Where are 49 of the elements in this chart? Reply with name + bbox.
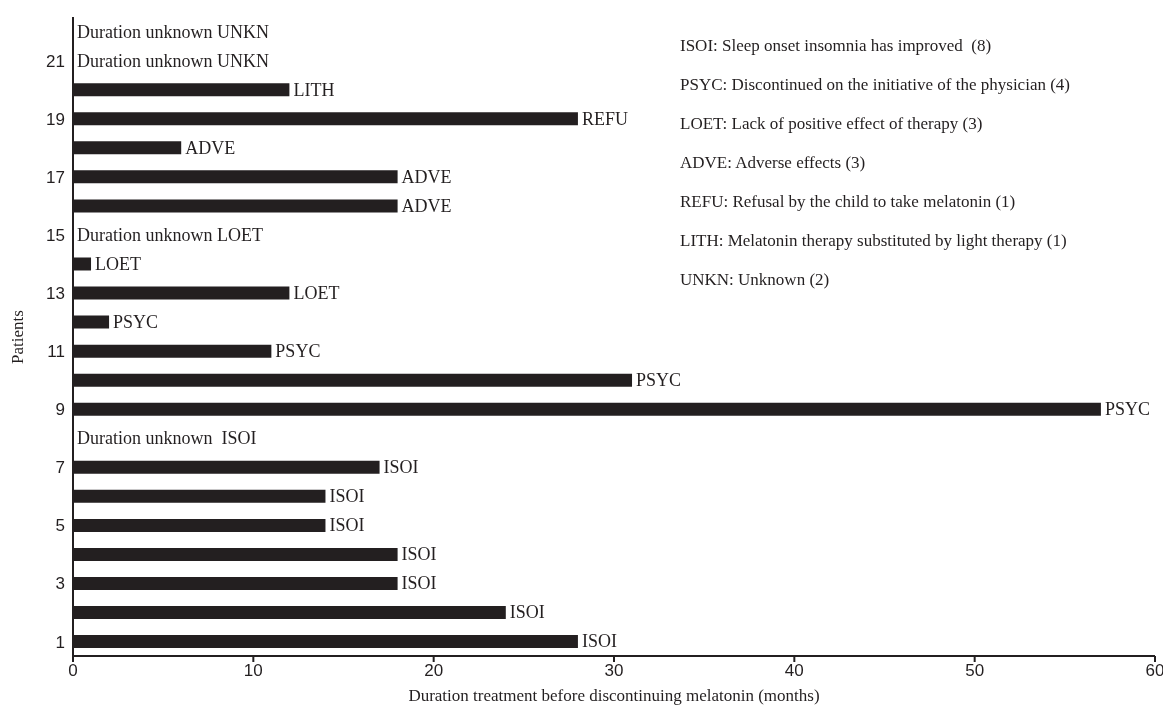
data-label: LOET bbox=[95, 253, 142, 274]
y-axis-title: Patients bbox=[8, 309, 28, 364]
text: Duration unknown UNKN bbox=[77, 50, 269, 71]
data-label: ISOI bbox=[581, 631, 617, 652]
x-tick-label: 50 bbox=[965, 661, 985, 681]
data-label: PSYC bbox=[275, 341, 321, 362]
data-label: ISOI bbox=[383, 457, 419, 478]
y-tick-label: 21 bbox=[46, 51, 65, 71]
data-label: LITH bbox=[293, 79, 335, 100]
annotation: ADVE: Adverse effects (3) bbox=[680, 152, 867, 174]
x-tick-label: 30 bbox=[604, 661, 624, 681]
annotation: UNKN: Unknown (2) bbox=[680, 269, 831, 291]
y-tick-label: 17 bbox=[46, 167, 65, 187]
data-label: PSYC bbox=[1104, 399, 1150, 420]
y-tick-label: 3 bbox=[55, 574, 65, 594]
y-tick-label: 1 bbox=[55, 632, 65, 652]
data-label: ISOI bbox=[329, 486, 365, 507]
data-label: LOET bbox=[293, 282, 340, 303]
x-tick-label: 0 bbox=[68, 661, 78, 681]
data-label: ISOI bbox=[329, 515, 365, 536]
annotation: LITH: Melatonin therapy substituted by light therapy (1) bbox=[680, 230, 1068, 252]
data-label: ADVE bbox=[401, 166, 452, 187]
annotation: LOET: Lack of positive effect of therapy (3) bbox=[680, 113, 984, 135]
annotation: REFU: Refusal by the child to take melatonin (1) bbox=[680, 191, 1017, 213]
x-tick-label: 10 bbox=[243, 661, 263, 681]
data-label: ISOI bbox=[401, 544, 437, 565]
y-tick-label: 19 bbox=[46, 109, 65, 129]
data-label: PSYC bbox=[636, 370, 682, 391]
y-tick-label: 13 bbox=[46, 283, 65, 303]
x-tick-label: 40 bbox=[784, 661, 804, 681]
y-tick-label: 15 bbox=[46, 225, 65, 245]
y-tick-label: 11 bbox=[47, 342, 65, 362]
text: Duration unknown UNKN bbox=[77, 21, 269, 42]
y-tick-label: 9 bbox=[55, 400, 65, 420]
data-label: ISOI bbox=[401, 573, 437, 594]
y-tick-label: 5 bbox=[55, 516, 65, 536]
x-axis-title: Duration treatment before discontinuing melatonin (months) bbox=[407, 686, 821, 706]
data-label: REFU bbox=[581, 108, 628, 129]
x-tick-label: 60 bbox=[1145, 661, 1165, 681]
text: Duration unknown ISOI bbox=[77, 428, 257, 449]
data-label: ADVE bbox=[185, 137, 236, 158]
annotation: ISOI: Sleep onset insomnia has improved (8) bbox=[680, 35, 993, 57]
annotation: PSYC: Discontinued on the initiative of the physician (4) bbox=[680, 74, 1071, 96]
text: Duration unknown LOET bbox=[77, 224, 263, 245]
data-label: PSYC bbox=[113, 311, 159, 332]
data-label: ADVE bbox=[401, 195, 452, 216]
y-tick-label: 7 bbox=[55, 458, 65, 478]
x-tick-label: 20 bbox=[424, 661, 444, 681]
data-label: ISOI bbox=[509, 602, 545, 623]
